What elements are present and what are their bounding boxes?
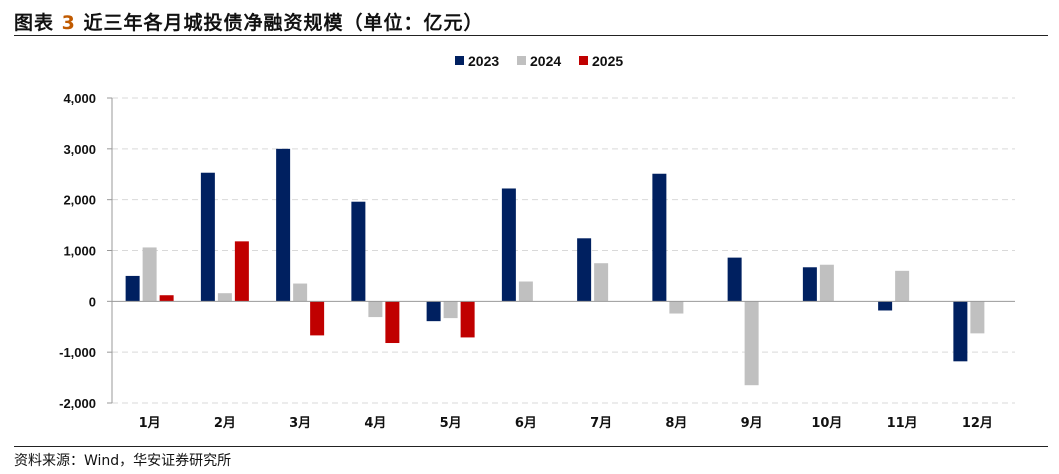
y-tick-label: -1,000 (59, 345, 96, 360)
legend-label-2025: 2025 (592, 53, 623, 69)
x-tick-label: 6月 (515, 416, 537, 431)
bar-2023-2 (200, 172, 215, 302)
bar-2023-8 (652, 173, 667, 302)
bar-2024-9 (744, 301, 759, 386)
title-rule (14, 35, 1048, 36)
bar-2024-11 (895, 270, 910, 302)
title-text: 近三年各月城投债净融资规模（单位：亿元） (83, 12, 484, 34)
x-tick-label: 1月 (139, 416, 161, 431)
legend-label-2024: 2024 (530, 53, 561, 69)
footer-rule (14, 446, 1048, 447)
bar-2025-2 (234, 241, 249, 302)
bar-2023-3 (276, 148, 291, 302)
bar-2024-7 (594, 263, 609, 302)
legend-swatch-2023 (455, 56, 464, 65)
x-tick-label: 2月 (214, 416, 236, 431)
y-tick-label: 3,000 (63, 142, 96, 157)
legend-label-2023: 2023 (468, 53, 499, 69)
bar-2023-4 (351, 201, 366, 302)
bar-2024-6 (518, 281, 533, 302)
x-tick-label: 12月 (962, 416, 993, 431)
x-tick-label: 3月 (289, 416, 311, 431)
bar-2023-7 (577, 238, 592, 302)
bar-2025-4 (385, 301, 400, 344)
x-tick-label: 5月 (440, 416, 462, 431)
title-prefix: 图表 (14, 12, 55, 34)
bar-2023-6 (501, 188, 516, 302)
x-tick-label: 9月 (741, 416, 763, 431)
legend-swatch-2024 (517, 56, 526, 65)
y-tick-label: 0 (89, 294, 96, 309)
title-number: 3 (61, 12, 76, 34)
y-tick-label: 1,000 (63, 244, 96, 259)
bar-2023-9 (727, 257, 742, 302)
x-tick-label: 7月 (590, 416, 612, 431)
source-note: 资料来源：Wind，华安证券研究所 (14, 453, 232, 469)
legend-swatch-2025 (579, 56, 588, 65)
bar-2024-3 (293, 283, 308, 302)
bar-2023-10 (802, 267, 817, 302)
bar-2023-1 (125, 275, 140, 302)
x-tick-label: 11月 (887, 416, 918, 431)
chart-title: 图表 3 近三年各月城投债净融资规模（单位：亿元） (14, 8, 484, 35)
x-tick-label: 10月 (811, 416, 842, 431)
bar-2024-5 (443, 301, 458, 319)
y-tick-label: -2,000 (59, 396, 96, 411)
y-tick-label: 2,000 (63, 193, 96, 208)
bar-2024-2 (217, 293, 232, 302)
bar-2025-3 (310, 301, 325, 336)
y-tick-label: 4,000 (63, 91, 96, 106)
bar-2024-4 (368, 301, 383, 318)
bar-2023-5 (426, 301, 441, 322)
x-tick-label: 8月 (665, 416, 687, 431)
bar-2025-5 (460, 301, 475, 338)
bar-2023-12 (953, 301, 968, 362)
bar-2025-1 (159, 295, 174, 302)
bar-2024-1 (142, 247, 157, 302)
x-tick-label: 4月 (364, 416, 386, 431)
bar-2024-12 (970, 301, 985, 334)
bar-2024-8 (669, 301, 684, 314)
bar-2023-11 (878, 301, 893, 311)
bar-2024-10 (819, 264, 834, 302)
